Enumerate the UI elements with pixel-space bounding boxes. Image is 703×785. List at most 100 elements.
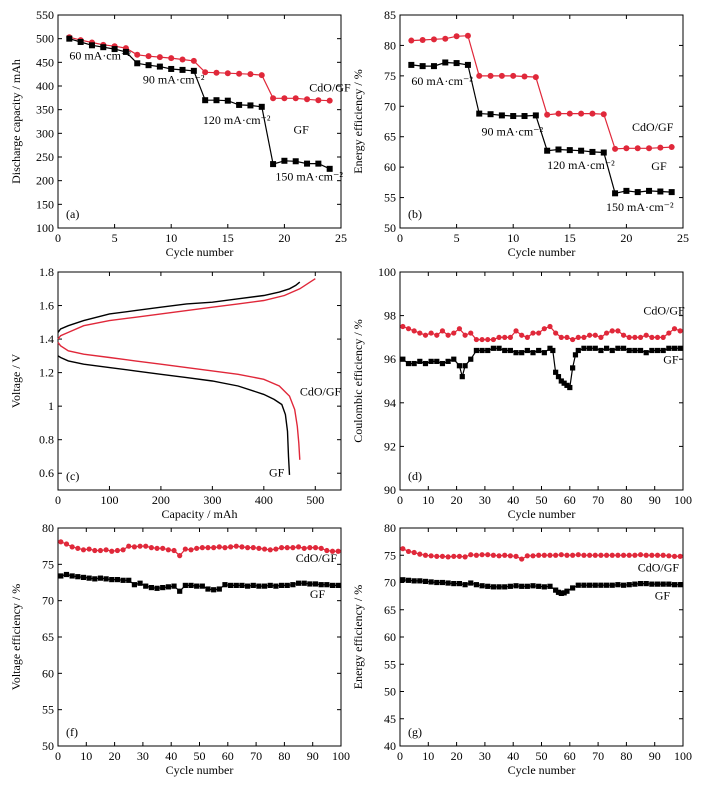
y-tick-label: 0.8	[39, 433, 54, 447]
data-point	[600, 149, 607, 156]
data-point	[558, 552, 564, 558]
x-tick-label: 50	[536, 749, 548, 763]
y-tick-label: 70	[384, 99, 396, 113]
data-point	[649, 552, 655, 558]
data-point	[228, 582, 234, 589]
data-point	[177, 588, 183, 594]
data-point	[261, 546, 268, 552]
data-point	[623, 145, 630, 152]
data-point	[428, 579, 434, 585]
data-point	[456, 326, 463, 332]
data-point	[603, 330, 610, 336]
data-point	[307, 581, 313, 587]
series-line	[402, 579, 681, 595]
data-point	[284, 545, 290, 551]
y-tick-label: 60	[42, 666, 54, 680]
data-point	[623, 187, 630, 194]
x-tick-label: 100	[332, 749, 350, 763]
data-point	[547, 323, 553, 330]
data-point	[182, 582, 188, 589]
data-point	[609, 347, 615, 354]
data-point	[468, 552, 474, 558]
data-point	[620, 332, 627, 338]
series-cdo-gf	[400, 323, 683, 343]
data-point	[603, 552, 610, 558]
data-point	[211, 587, 217, 593]
data-point	[550, 347, 556, 354]
data-point	[145, 62, 152, 69]
data-point	[405, 326, 412, 332]
x-tick-label: 30	[479, 493, 491, 507]
data-point	[507, 334, 513, 340]
chart-panel-c: 0 100 200 300 400 500 0.6 0.8 1 1.2 1.4 1.6 1.8 Capac…	[9, 265, 342, 521]
data-point	[63, 541, 70, 547]
series-cdo-gf	[58, 539, 341, 559]
y-tick-label: 350	[36, 103, 54, 117]
plot-frame	[399, 271, 684, 491]
data-point	[671, 582, 678, 588]
data-point	[479, 552, 485, 558]
y-tick-label: 75	[384, 69, 396, 83]
data-point	[422, 578, 429, 585]
data-point	[530, 350, 536, 356]
data-point	[575, 582, 581, 588]
data-point	[612, 190, 619, 197]
data-point	[228, 544, 234, 550]
data-point	[643, 332, 649, 338]
panel-label: (a)	[66, 207, 79, 221]
x-tick-label: 40	[507, 493, 519, 507]
data-point	[109, 576, 115, 583]
data-point	[451, 553, 457, 559]
x-tick-label: 5	[454, 231, 460, 245]
data-point	[417, 330, 423, 336]
data-point	[224, 97, 231, 104]
data-point	[564, 334, 570, 340]
data-point	[405, 577, 412, 583]
annotation-label: GF	[269, 466, 285, 480]
data-point	[468, 580, 474, 586]
data-point	[400, 356, 406, 362]
y-tick-label: 55	[384, 657, 396, 671]
data-point	[513, 328, 519, 334]
data-point	[205, 586, 211, 592]
data-point	[496, 584, 502, 590]
data-point	[612, 145, 619, 152]
data-point	[154, 545, 160, 551]
data-point	[273, 546, 279, 552]
data-point	[646, 145, 653, 152]
data-point	[587, 345, 593, 351]
data-point	[194, 545, 200, 551]
data-point	[462, 332, 468, 338]
x-axis-label: Capacity / mAh	[162, 507, 238, 521]
data-point	[109, 548, 115, 554]
data-point	[100, 44, 107, 51]
y-tick-label: 60	[384, 160, 396, 174]
data-point	[654, 334, 661, 340]
x-tick-label: 0	[55, 749, 61, 763]
data-point	[566, 110, 573, 117]
data-point	[507, 583, 513, 589]
data-point	[570, 336, 576, 343]
series-gf	[400, 345, 683, 391]
y-tick-label: 80	[384, 521, 396, 535]
data-point	[281, 95, 288, 102]
x-tick-label: 25	[677, 231, 689, 245]
data-point	[513, 350, 519, 356]
y-tick-label: 90	[384, 483, 396, 497]
data-point	[236, 70, 243, 77]
x-tick-label: 90	[307, 749, 319, 763]
data-point	[122, 48, 129, 55]
x-tick-label: 20	[451, 749, 463, 763]
data-point	[473, 552, 480, 558]
y-tick-label: 1	[48, 399, 54, 413]
data-point	[422, 360, 429, 367]
x-tick-label: 70	[250, 749, 262, 763]
y-tick-label: 55	[42, 703, 54, 717]
data-point	[502, 347, 508, 354]
data-point	[428, 330, 434, 336]
data-point	[632, 552, 638, 558]
x-tick-label: 20	[620, 231, 632, 245]
data-point	[671, 345, 678, 351]
data-point	[97, 547, 104, 554]
y-tick-label: 65	[384, 130, 396, 144]
